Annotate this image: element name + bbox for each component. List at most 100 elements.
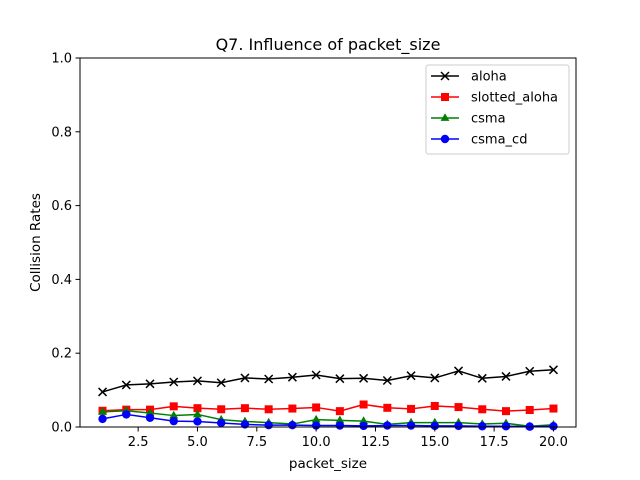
data-point-square-marker: [549, 404, 558, 413]
data-point-circle-marker: [406, 421, 416, 430]
series-line: [102, 369, 554, 393]
data-point-x-marker: [406, 371, 416, 381]
legend-label: aloha: [471, 70, 507, 85]
data-point-circle-marker: [217, 418, 226, 428]
series-csma-cd: [98, 410, 558, 431]
series-line: [102, 410, 554, 428]
data-point-circle-marker: [98, 414, 107, 424]
data-point-x-marker: [548, 365, 558, 375]
legend-x-marker: [440, 71, 450, 81]
data-point-circle-marker: [311, 421, 321, 430]
data-point-circle-marker: [478, 422, 487, 431]
data-point-circle-marker: [549, 422, 558, 431]
legend-circle-marker: [440, 134, 450, 144]
legend-item-aloha: aloha: [431, 70, 507, 85]
data-point-circle-marker: [193, 417, 202, 426]
data-point-triangle-marker: [335, 415, 345, 424]
data-point-x-marker: [192, 376, 203, 386]
y-tick-label: 0.4: [51, 273, 72, 288]
data-point-x-marker: [287, 372, 297, 382]
x-tick-label: 17.5: [480, 435, 509, 450]
data-point-circle-marker: [288, 420, 297, 430]
data-point-x-marker: [98, 387, 108, 397]
x-tick-label: 5.0: [187, 435, 208, 450]
data-point-x-marker: [453, 366, 464, 376]
x-tick-label: 2.5: [128, 435, 149, 450]
chart-title: Q7. Influence of packet_size: [216, 35, 441, 55]
data-point-x-marker: [145, 379, 155, 389]
data-point-x-marker: [240, 373, 250, 383]
data-point-square-marker: [454, 403, 463, 412]
x-tick-label: 20.0: [539, 435, 568, 450]
data-point-square-marker: [407, 404, 416, 413]
data-point-triangle-marker: [193, 409, 202, 418]
x-tick-label: 7.5: [246, 435, 267, 450]
x-tick-label: 12.5: [361, 435, 390, 450]
data-point-square-marker: [335, 407, 344, 416]
legend-label: csma: [471, 112, 506, 127]
data-point-square-marker: [169, 402, 178, 411]
data-point-square-marker: [193, 404, 202, 413]
data-point-x-marker: [169, 377, 179, 387]
data-point-square-marker: [312, 403, 321, 412]
data-point-x-marker: [359, 373, 369, 383]
data-point-x-marker: [477, 373, 487, 383]
data-point-circle-marker: [501, 422, 511, 431]
legend-square-marker: [441, 93, 449, 101]
data-point-square-marker: [264, 405, 273, 414]
data-point-x-marker: [311, 370, 321, 380]
y-tick-label: 1.0: [51, 52, 72, 67]
y-tick-label: 0.6: [51, 199, 72, 214]
data-point-triangle-marker: [359, 416, 369, 424]
legend-label: csma_cd: [471, 133, 527, 148]
data-point-circle-marker: [359, 421, 368, 431]
data-point-square-marker: [430, 401, 439, 410]
legend-item-slotted-aloha: slotted_aloha: [431, 91, 558, 106]
data-point-triangle-marker: [169, 410, 179, 419]
data-point-x-marker: [335, 374, 345, 384]
data-point-x-marker: [430, 373, 440, 383]
series-layer: [98, 365, 558, 431]
data-point-triangle-marker: [98, 407, 107, 415]
data-point-circle-marker: [335, 421, 345, 430]
data-point-square-marker: [288, 404, 297, 413]
y-axis-ticks: 0.0 0.2 0.4 0.6 0.8 1.0: [51, 52, 80, 436]
y-tick-label: 0.0: [51, 421, 72, 436]
data-point-square-marker: [359, 400, 368, 409]
data-point-circle-marker: [122, 410, 131, 419]
y-axis-label: Collision Rates: [28, 193, 44, 292]
data-point-circle-marker: [145, 413, 155, 422]
y-tick-label: 0.8: [51, 125, 72, 140]
legend-item-csma-cd: csma_cd: [431, 133, 527, 148]
y-tick-label: 0.2: [51, 347, 72, 362]
data-point-x-marker: [264, 374, 274, 384]
legend-item-csma: csma: [431, 112, 506, 127]
data-point-x-marker: [121, 380, 131, 390]
legend-frame: [425, 64, 570, 155]
series-aloha: [98, 365, 558, 397]
data-point-square-marker: [217, 405, 226, 414]
data-point-circle-marker: [169, 416, 178, 426]
x-tick-label: 10.0: [302, 435, 331, 450]
data-point-circle-marker: [454, 421, 463, 431]
data-point-x-marker: [382, 375, 392, 386]
legend-label: slotted_aloha: [471, 91, 558, 106]
data-point-circle-marker: [383, 421, 392, 430]
data-point-x-marker: [501, 371, 511, 381]
x-axis-ticks: 2.5 5.0 7.5 10.0 12.5 15.0 17.5 20.0: [128, 427, 568, 450]
data-point-square-marker: [501, 407, 510, 416]
legend-triangle-marker: [440, 113, 450, 121]
data-point-square-marker: [240, 404, 249, 413]
data-point-square-marker: [478, 405, 487, 414]
data-point-circle-marker: [430, 421, 439, 431]
plot-area-frame: [79, 57, 577, 428]
x-tick-label: 15.0: [420, 435, 449, 450]
data-point-x-marker: [525, 366, 535, 376]
data-point-triangle-marker: [311, 414, 321, 423]
data-point-square-marker: [383, 403, 392, 412]
data-point-triangle-marker: [145, 408, 155, 416]
data-point-square-marker: [525, 406, 534, 415]
